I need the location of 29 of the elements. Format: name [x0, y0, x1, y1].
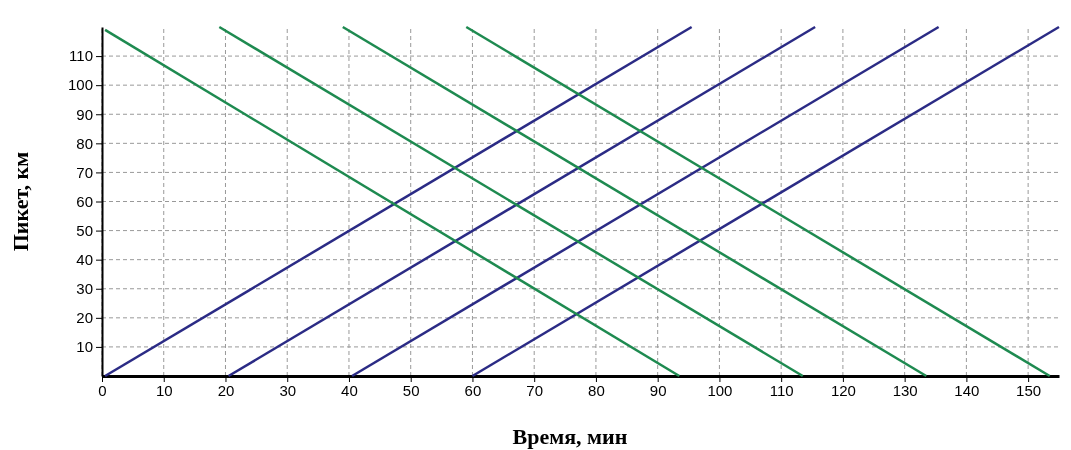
y-tick-label: 30 [76, 280, 93, 298]
x-tick-label: 140 [954, 381, 980, 399]
y-tick-label: 90 [76, 105, 93, 123]
x-tick-label: 100 [707, 381, 733, 399]
x-tick-label: 150 [1016, 381, 1042, 399]
y-tick-label: 80 [76, 134, 93, 152]
x-tick-label: 20 [217, 381, 235, 399]
y-tick-label: 40 [76, 250, 93, 268]
y-tick-label: 20 [76, 309, 93, 327]
y-tick-label: 50 [76, 221, 93, 239]
x-tick-label: 50 [402, 381, 420, 399]
x-tick-label: 30 [279, 381, 297, 399]
x-tick-label: 0 [98, 381, 107, 399]
x-tick-label: 120 [830, 381, 856, 399]
x-tick-label: 60 [464, 381, 482, 399]
x-tick-label: 130 [892, 381, 918, 399]
x-tick-label: 80 [588, 381, 605, 399]
x-tick-label: 10 [155, 381, 173, 399]
x-axis-title: Время, мин [512, 424, 628, 449]
y-tick-label: 100 [67, 76, 93, 94]
y-axis-title: Пикет, км [8, 151, 33, 252]
x-tick-label: 90 [649, 381, 667, 399]
x-tick-label: 40 [341, 381, 358, 399]
x-tick-label: 110 [769, 381, 794, 399]
y-tick-label: 60 [76, 192, 93, 210]
y-tick-label: 10 [76, 338, 93, 356]
x-tick-label: 70 [526, 381, 544, 399]
y-tick-label: 70 [76, 163, 93, 181]
y-tick-label: 110 [69, 47, 93, 65]
